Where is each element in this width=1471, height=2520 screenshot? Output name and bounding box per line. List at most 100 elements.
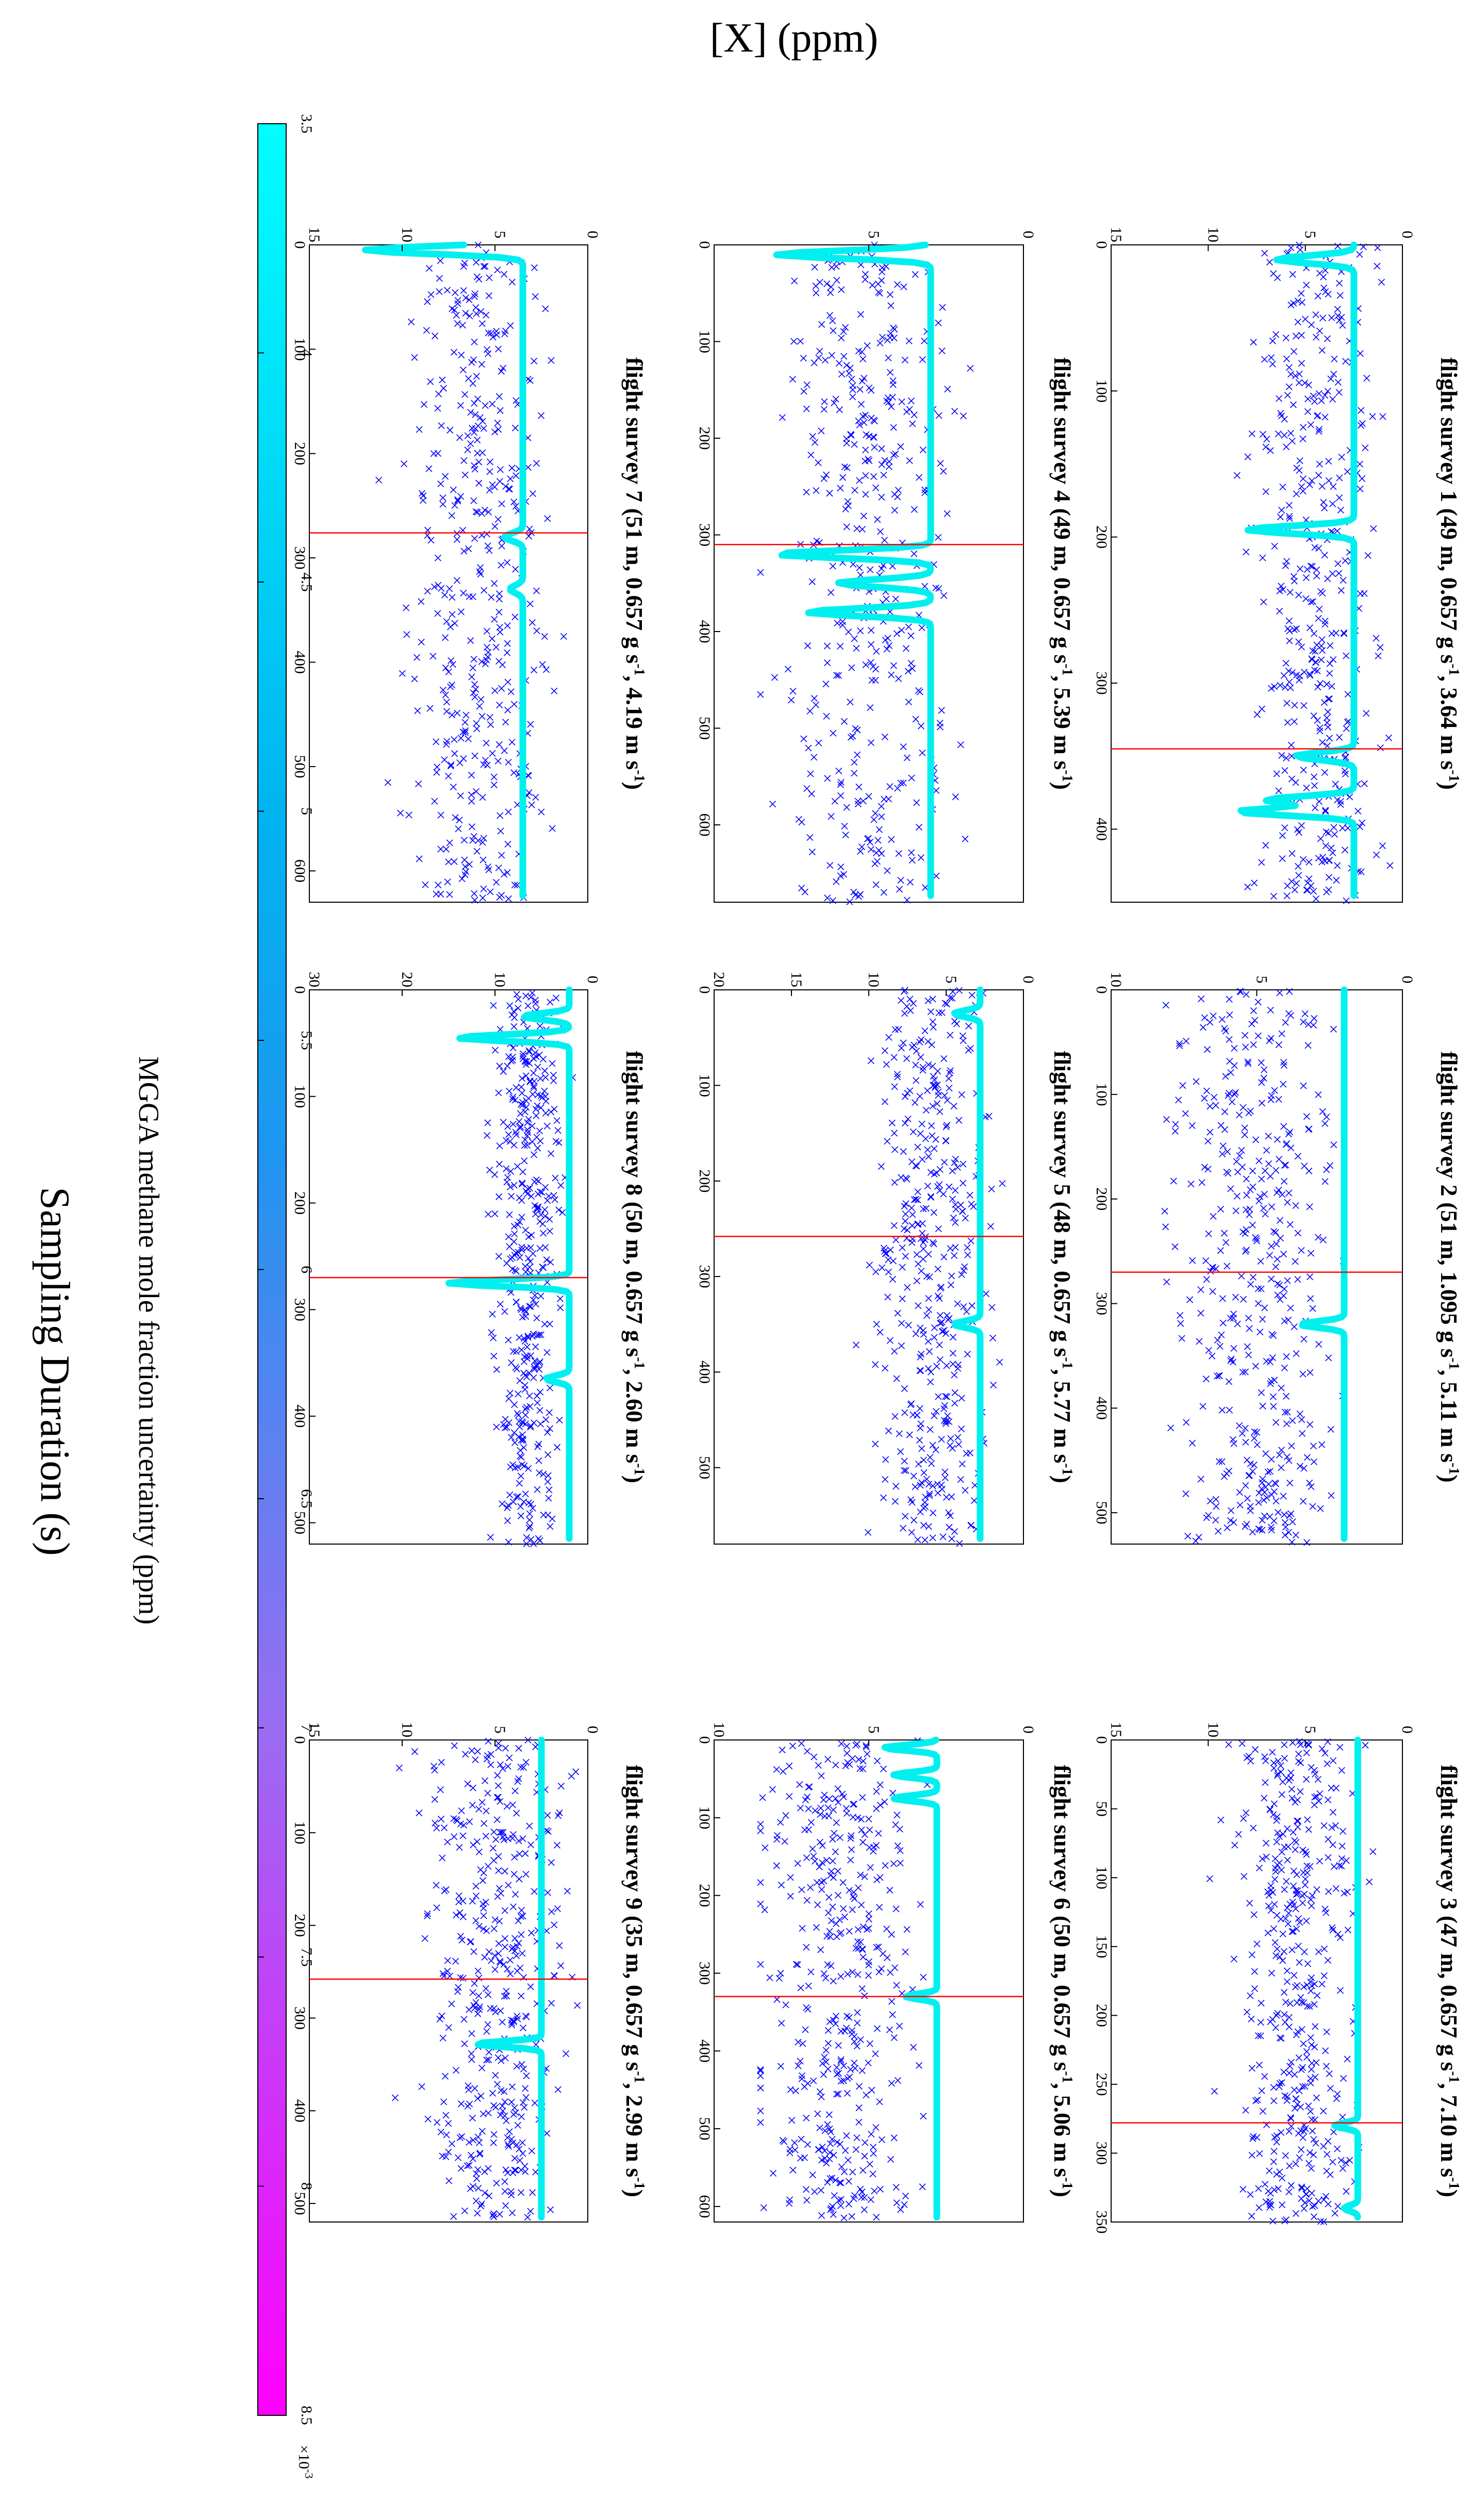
scatter-point: [1266, 2203, 1274, 2211]
scatter-point: [1307, 562, 1314, 570]
scatter-point: [528, 1232, 535, 1239]
y-tick-label: 5: [491, 231, 508, 239]
scatter-point: [844, 2075, 851, 2082]
scatter-point: [1339, 322, 1346, 329]
scatter-point: [462, 1751, 469, 1758]
scatter-point: [1288, 1538, 1296, 1546]
scatter-point: [1336, 292, 1344, 299]
scatter-point: [886, 1337, 894, 1344]
scatter-point: [521, 1108, 529, 1116]
scatter-point: [896, 886, 903, 893]
scatter-point: [910, 1128, 917, 1135]
scatter-point: [1273, 1240, 1280, 1248]
scatter-point: [1248, 2015, 1255, 2022]
scatter-point: [491, 1916, 499, 1924]
scatter-point: [777, 1819, 784, 1826]
scatter-point: [857, 311, 864, 318]
scatter-point: [1230, 1955, 1237, 1963]
scatter-point: [1243, 1206, 1250, 1214]
scatter-point: [829, 562, 836, 570]
scatter-point: [1281, 1532, 1288, 1539]
scatter-point: [873, 1788, 880, 1795]
scatter-point: [925, 1153, 932, 1160]
scatter-point: [951, 1252, 958, 1259]
scatter-point: [818, 2212, 825, 2219]
scatter-point: [777, 2063, 784, 2070]
scatter-point: [861, 419, 868, 426]
scatter-point: [478, 2064, 486, 2071]
scatter-point: [480, 1926, 487, 1933]
scatter-point: [515, 1837, 522, 1845]
scatter-point: [1310, 1458, 1317, 1465]
scatter-point: [470, 356, 477, 363]
scatter-point: [503, 1423, 510, 1431]
scatter-point: [837, 2202, 845, 2209]
scatter-point: [856, 891, 864, 898]
scatter-point: [509, 1093, 517, 1101]
scatter-point: [882, 1862, 889, 1869]
scatter-point: [471, 890, 478, 897]
scatter-point: [1292, 1905, 1299, 1912]
scatter-point: [858, 526, 866, 533]
x-tick-label: 200: [1093, 1187, 1110, 1211]
scatter-point: [495, 426, 502, 433]
scatter-point: [469, 593, 476, 601]
scatter-point: [1336, 1744, 1344, 1751]
x-tick-label: 500: [291, 755, 308, 778]
scatter-point: [843, 523, 850, 530]
scatter-point: [1340, 629, 1347, 637]
scatter-point: [481, 1820, 488, 1827]
scatter-point: [919, 749, 926, 756]
scatter-point: [1274, 1772, 1281, 1779]
scatter-point: [491, 1047, 499, 1054]
scatter-point: [445, 2177, 453, 2184]
scatter-point: [861, 2194, 868, 2201]
scatter-point: [1253, 2134, 1261, 2141]
scatter-point: [803, 1897, 811, 1904]
scatter-point: [851, 441, 858, 448]
scatter-point: [1251, 1017, 1259, 1024]
scatter-point: [481, 587, 488, 594]
scatter-point: [844, 2090, 851, 2097]
scatter-point: [1212, 1496, 1219, 1503]
scatter-point: [1271, 2133, 1278, 2141]
scatter-point: [1323, 681, 1330, 688]
scatter-point: [865, 2059, 872, 2066]
scatter-point: [1287, 244, 1295, 252]
scatter-point: [796, 1781, 803, 1788]
scatter-point: [1308, 2116, 1315, 2123]
scatter-point: [924, 997, 932, 1004]
scatter-point: [1266, 1468, 1274, 1475]
scatter-point: [441, 1824, 448, 1831]
scatter-point: [539, 661, 546, 668]
scatter-point: [517, 1472, 524, 1480]
scatter-point: [480, 1869, 487, 1877]
scatter-point: [851, 2065, 859, 2072]
scatter-point: [1305, 858, 1313, 866]
scatter-point: [1326, 874, 1333, 881]
scatter-point: [503, 1165, 510, 1172]
scatter-point: [1262, 1450, 1269, 1457]
scatter-point: [902, 1218, 909, 1225]
scatter-point: [914, 1536, 921, 1544]
scatter-point: [1300, 702, 1308, 709]
scatter-point: [1292, 1799, 1299, 1806]
scatter-point: [811, 694, 818, 702]
scatter-point: [1259, 1527, 1266, 1534]
scatter-point: [947, 1067, 954, 1074]
scatter-point: [1311, 782, 1318, 789]
scatter-point: [827, 1871, 834, 1879]
scatter-point: [919, 2183, 926, 2191]
scatter-point: [1279, 1930, 1286, 1937]
scatter-point: [1336, 1862, 1343, 1869]
scatter-point: [1311, 1767, 1318, 1774]
scatter-point: [1253, 1941, 1261, 1948]
scatter-point: [925, 1348, 933, 1355]
scatter-point: [528, 801, 535, 808]
y-tick-label: 10: [1108, 972, 1125, 987]
scatter-point: [490, 773, 498, 781]
scatter-point: [1262, 842, 1269, 849]
scatter-point: [848, 2027, 856, 2034]
scatter-point: [1315, 2197, 1322, 2204]
